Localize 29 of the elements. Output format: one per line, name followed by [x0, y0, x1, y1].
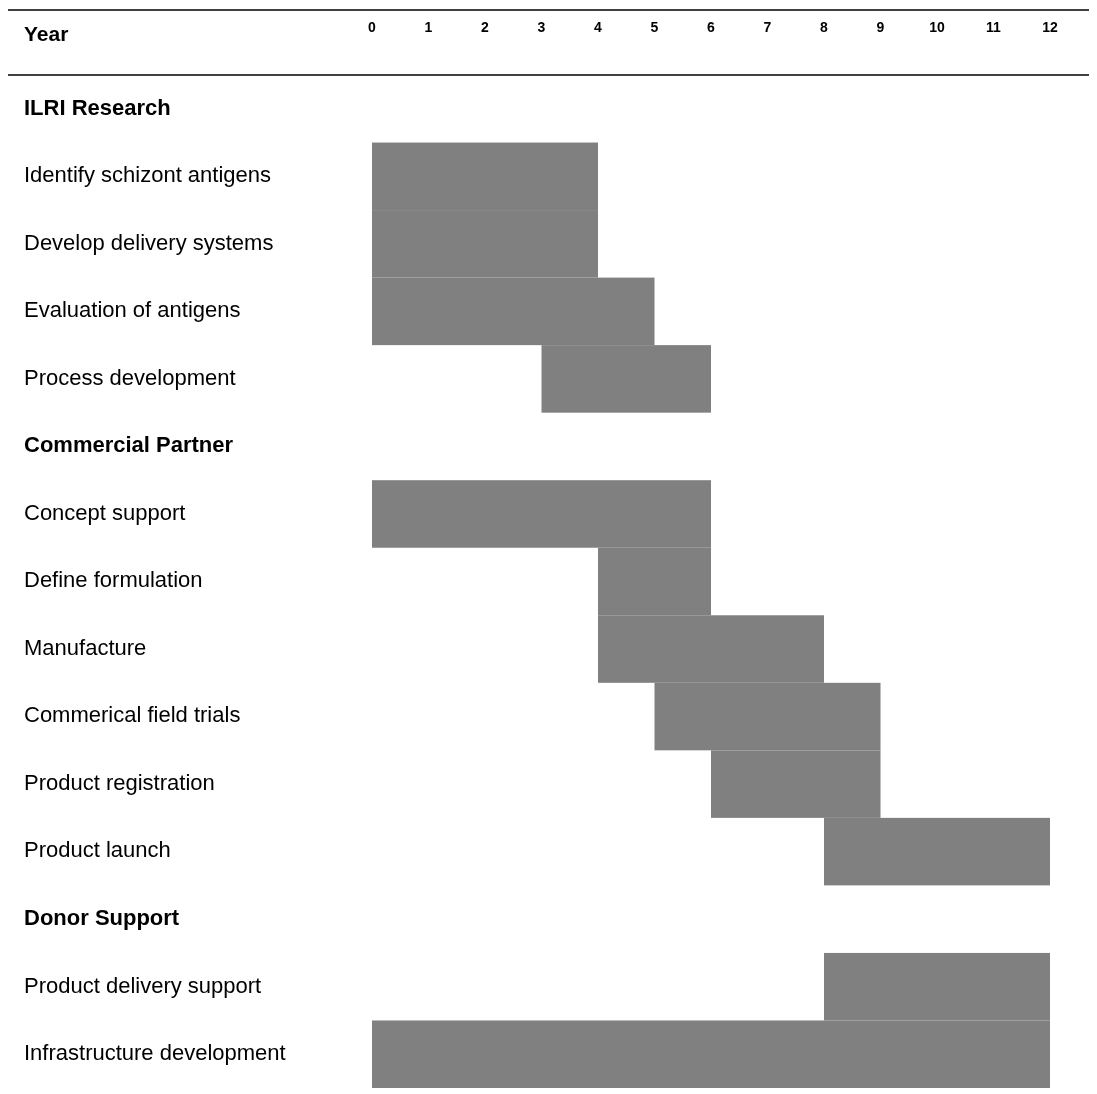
x-tick-label: 5 [650, 18, 659, 35]
x-tick-label: 12 [1042, 18, 1058, 35]
y-tick-label: Process development [24, 364, 236, 390]
y-tick-label: Commercial Partner [24, 432, 234, 458]
x-tick-label: 0 [368, 18, 377, 35]
y-tick-label: Evaluation of antigens [24, 297, 241, 323]
x-tick-label: 7 [763, 18, 772, 35]
x-tick-label: 4 [594, 18, 603, 35]
x-tick-label: 1 [424, 18, 433, 35]
y-tick-label: Identify schizont antigens [24, 162, 272, 188]
y-tick-label: Develop delivery systems [24, 229, 274, 255]
x-tick-label: 10 [929, 18, 945, 35]
y-tick-label: Product delivery support [24, 972, 262, 998]
y-tick-label: Commerical field trials [24, 702, 241, 728]
x-tick-label: 2 [481, 18, 490, 35]
x-tick-label: 6 [707, 18, 716, 35]
y-tick-label: Product registration [24, 769, 215, 795]
x-tick-label: 9 [876, 18, 885, 35]
x-axis-title: Year [24, 21, 69, 45]
y-tick-label: Concept support [24, 499, 186, 525]
y-tick-label: Manufacture [24, 634, 147, 660]
x-tick-label: 3 [537, 18, 546, 35]
x-tick-label: 11 [986, 18, 1002, 35]
y-tick-label: Donor Support [24, 904, 180, 930]
y-tick-label: Define formulation [24, 567, 203, 593]
x-tick-label: 8 [820, 18, 829, 35]
y-tick-label: Product launch [24, 837, 171, 863]
y-tick-label: Infrastructure development [24, 1040, 286, 1066]
y-tick-label: ILRI Research [24, 94, 171, 120]
